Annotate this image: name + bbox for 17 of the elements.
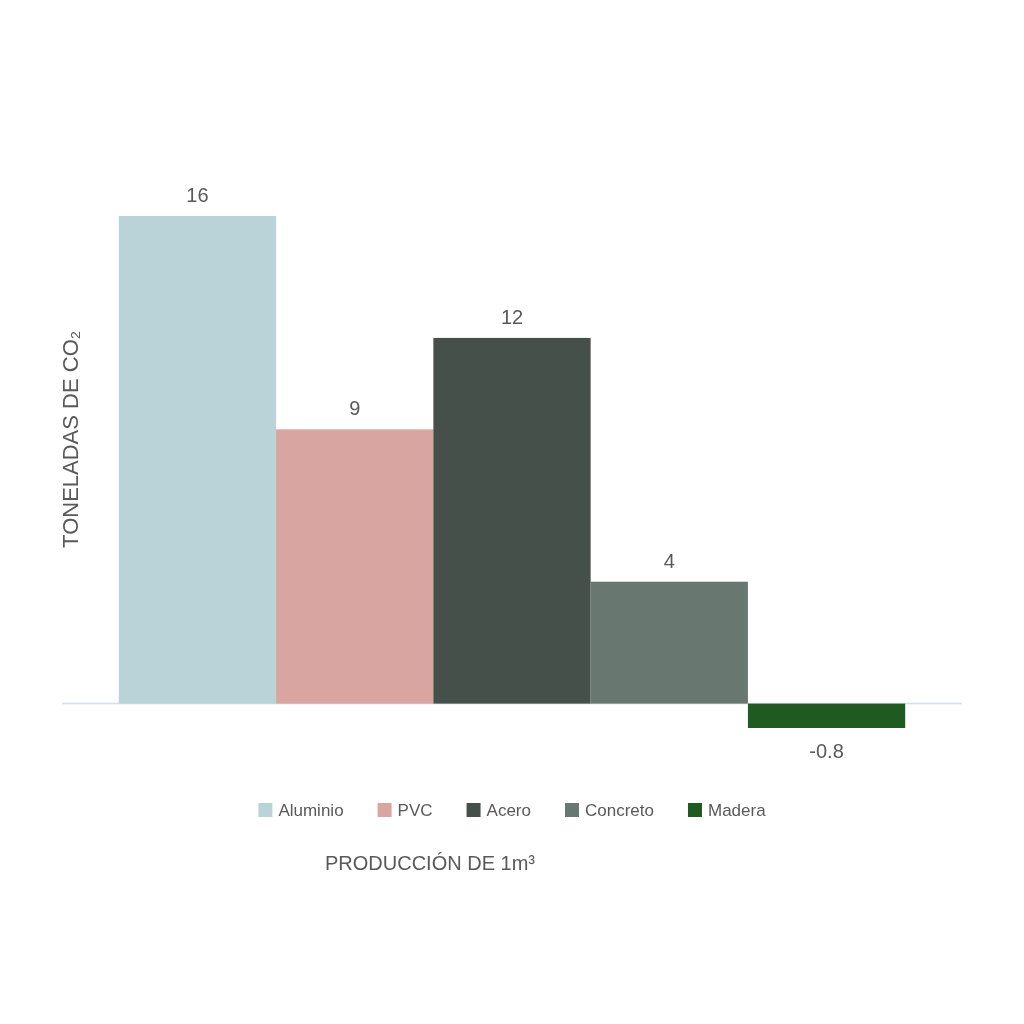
bar xyxy=(433,337,591,704)
bar xyxy=(276,429,434,704)
data-label: 9 xyxy=(349,397,361,420)
data-label: 16 xyxy=(186,184,209,206)
data-label: -0.8 xyxy=(809,740,844,762)
legend-label: Aluminio xyxy=(278,801,344,820)
bar xyxy=(118,216,277,704)
text: PRODUCCIÓN DE 1m³ xyxy=(324,852,536,874)
legend-label: Concreto xyxy=(584,801,654,820)
legend-label: Acero xyxy=(486,801,531,820)
bar xyxy=(747,703,906,728)
data-label: 12 xyxy=(500,305,524,328)
bar xyxy=(590,581,748,704)
data-label: 4 xyxy=(663,549,675,572)
y-axis-title: TONELADAS DE CO₂ xyxy=(58,330,83,548)
legend-label: Madera xyxy=(707,801,767,820)
legend-label: PVC xyxy=(397,801,433,820)
